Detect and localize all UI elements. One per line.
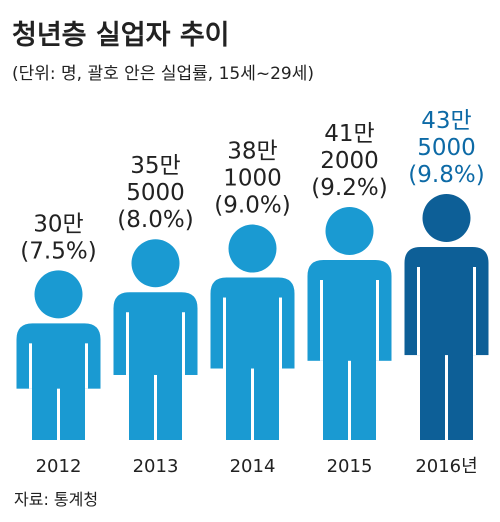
arm-cut <box>112 374 129 441</box>
figure-body <box>210 277 295 440</box>
arm-cut <box>209 368 226 441</box>
figure-head <box>131 239 180 288</box>
rate-label: (9.8%) <box>408 162 484 188</box>
figure-head <box>228 224 277 273</box>
arm-cut <box>403 355 420 441</box>
rate-label: (9.0%) <box>214 193 290 219</box>
figure-body <box>16 323 101 440</box>
arm-cut <box>85 388 102 441</box>
value-label: 5000 <box>417 135 476 161</box>
arm-gap <box>279 297 282 369</box>
value-label: 41만 <box>324 121 374 147</box>
value-label: 38만 <box>227 139 277 165</box>
arm-cut <box>279 368 296 441</box>
leg-gap <box>57 388 60 441</box>
arm-gap <box>376 280 379 361</box>
value-label: 30만 <box>33 211 83 237</box>
arm-gap <box>473 267 476 356</box>
rate-label: (7.5%) <box>20 238 96 264</box>
leg-gap <box>445 355 448 441</box>
figure-body <box>307 260 392 440</box>
arm-cut <box>473 355 490 441</box>
arm-gap <box>29 343 32 389</box>
chart-title: 청년층 실업자 추이 <box>12 20 230 51</box>
x-tick-label: 2012 <box>36 456 82 477</box>
arm-gap <box>223 297 226 369</box>
rate-label: (9.2%) <box>311 175 387 201</box>
x-tick-label: 2014 <box>230 456 276 477</box>
arm-gap <box>85 343 88 389</box>
arm-gap <box>182 312 185 375</box>
value-label: 35만 <box>130 153 180 179</box>
arm-cut <box>306 360 323 441</box>
source: 자료: 통계청 <box>14 490 98 509</box>
value-label: 1000 <box>223 166 282 192</box>
arm-cut <box>376 360 393 441</box>
arm-gap <box>126 312 129 375</box>
arm-gap <box>417 267 420 356</box>
x-tick-label: 2013 <box>133 456 179 477</box>
value-label: 43만 <box>421 108 471 134</box>
figure-body <box>404 247 489 440</box>
leg-gap <box>251 368 254 441</box>
chart-subtitle: (단위: 명, 괄호 안은 실업률, 15세~29세) <box>12 64 314 84</box>
rate-label: (8.0%) <box>117 207 193 233</box>
leg-gap <box>154 374 157 441</box>
x-tick-label: 2016년 <box>415 456 477 477</box>
x-tick-label: 2015 <box>327 456 373 477</box>
figure-head <box>325 207 374 256</box>
arm-gap <box>320 280 323 361</box>
leg-gap <box>348 360 351 441</box>
arm-cut <box>15 388 32 441</box>
value-label: 5000 <box>126 180 185 206</box>
arm-cut <box>182 374 199 441</box>
figure-head <box>422 194 471 242</box>
value-label: 2000 <box>320 148 379 174</box>
figure-head <box>34 270 83 319</box>
figure-body <box>113 292 198 440</box>
